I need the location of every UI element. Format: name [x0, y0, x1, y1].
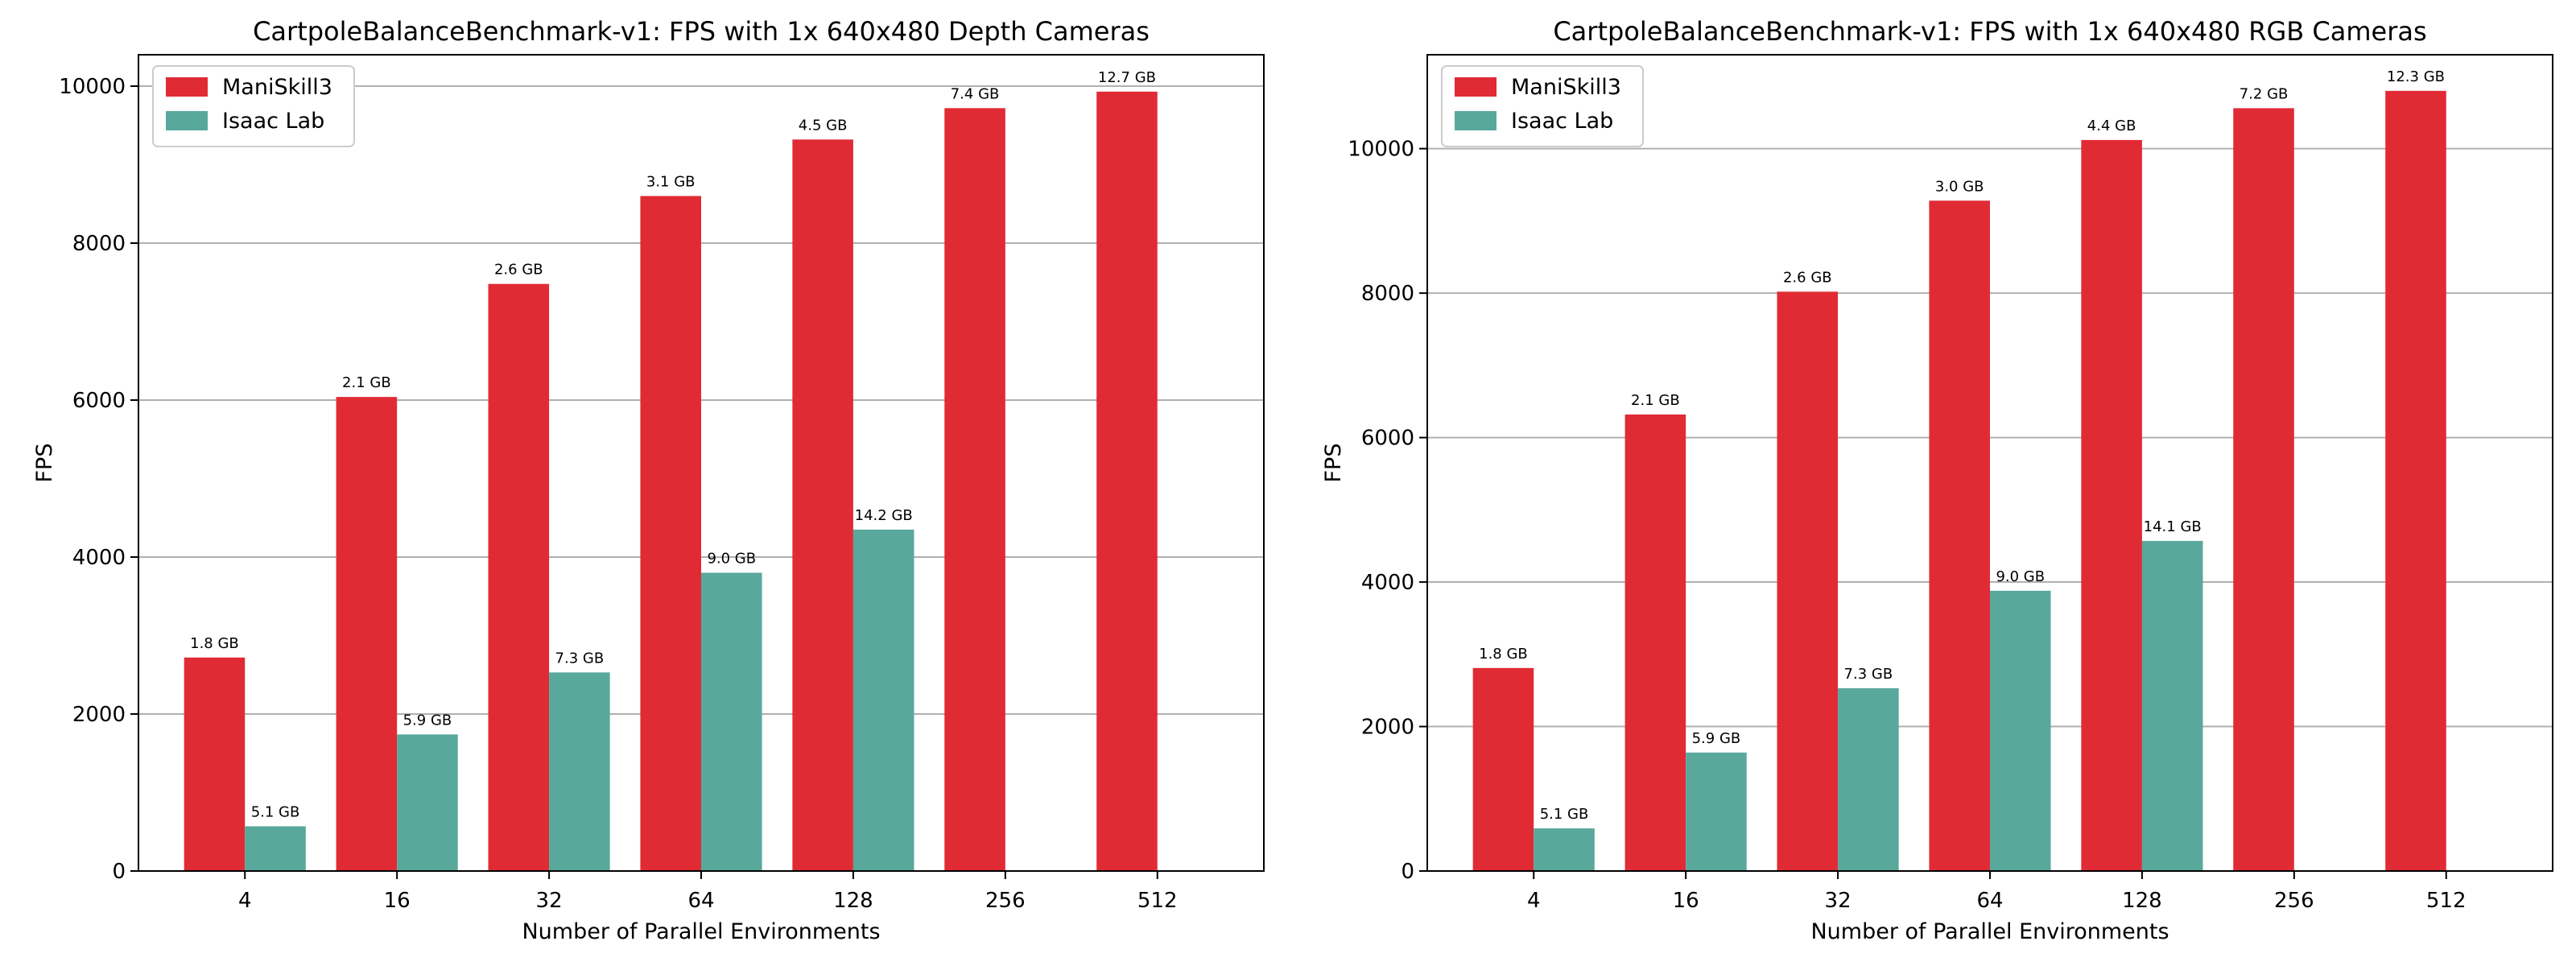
bar-isaac-lab [397, 734, 458, 871]
legend-label: ManiSkill3 [222, 75, 332, 100]
bar-isaac-lab [1990, 590, 2051, 871]
x-tick-label: 256 [2274, 889, 2314, 913]
bar-memory-label: 9.0 GB [1996, 568, 2045, 585]
bar-maniskill3 [2233, 108, 2294, 871]
bar-memory-label: 4.5 GB [799, 117, 848, 134]
x-tick-label: 4 [238, 889, 252, 913]
plot-frame [138, 54, 1265, 872]
bar-memory-label: 14.2 GB [855, 507, 913, 524]
bar-memory-label: 14.1 GB [2144, 518, 2202, 535]
x-tick-label: 128 [2122, 889, 2162, 913]
bar-maniskill3 [1777, 291, 1839, 871]
legend-swatch [166, 77, 208, 97]
bar-memory-label: 12.3 GB [2387, 68, 2445, 85]
bar-memory-label: 2.1 GB [1631, 392, 1680, 409]
bar-memory-label: 7.2 GB [2240, 85, 2289, 102]
bar-memory-label: 1.8 GB [190, 635, 239, 652]
legend-swatch [166, 111, 208, 130]
bar-memory-label: 3.1 GB [646, 174, 696, 191]
bar-memory-label: 12.7 GB [1098, 69, 1156, 86]
bar-isaac-lab [549, 672, 610, 871]
bar-maniskill3 [944, 108, 1005, 872]
bar-maniskill3 [1472, 667, 1534, 871]
x-tick-label: 64 [1976, 889, 2003, 913]
bar-isaac-lab [245, 826, 306, 871]
y-tick-label: 10000 [59, 75, 126, 99]
x-tick-label: 512 [1137, 889, 1178, 913]
y-tick-label: 0 [112, 860, 126, 884]
plot-frame [1426, 54, 2553, 872]
bar-maniskill3 [1929, 200, 1990, 871]
legend-label: Isaac Lab [222, 109, 324, 134]
bar-maniskill3 [1624, 414, 1686, 871]
bar-memory-label: 4.4 GB [2087, 118, 2136, 134]
bar-memory-label: 5.1 GB [1540, 806, 1589, 823]
y-tick-label: 6000 [1361, 427, 1414, 451]
y-tick-label: 8000 [72, 232, 126, 256]
bar-maniskill3 [1096, 91, 1158, 871]
bar-maniskill3 [488, 283, 550, 871]
bar-memory-label: 7.4 GB [951, 85, 1000, 102]
x-tick-label: 32 [536, 889, 563, 913]
bar-memory-label: 7.3 GB [1844, 666, 1893, 683]
x-axis-label: Number of Parallel Environments [522, 919, 880, 944]
bar-memory-label: 1.8 GB [1479, 646, 1528, 663]
y-tick-label: 6000 [72, 389, 126, 413]
bar-memory-label: 7.3 GB [555, 650, 605, 667]
x-tick-label: 16 [384, 889, 411, 913]
bar-isaac-lab [852, 529, 914, 871]
chart-title: CartpoleBalanceBenchmark-v1: FPS with 1x… [1553, 16, 2426, 47]
y-axis-label: FPS [32, 444, 57, 483]
x-tick-label: 64 [687, 889, 714, 913]
bar-maniskill3 [640, 196, 701, 871]
legend-label: ManiSkill3 [1511, 75, 1621, 100]
x-tick-label: 16 [1673, 889, 1699, 913]
x-tick-label: 512 [2426, 889, 2467, 913]
legend-swatch [1455, 77, 1496, 97]
chart-panel-1: 0 2000 4000 6000 8000 10000 1.8 GB 2.1 GB 2.6 GB… [32, 16, 1265, 944]
legend: ManiSkill3 Isaac Lab [1441, 65, 1644, 147]
y-tick-label: 4000 [72, 546, 126, 570]
bar-memory-label: 2.6 GB [1783, 269, 1832, 286]
legend-swatch [1455, 111, 1496, 130]
bar-memory-label: 5.9 GB [1692, 730, 1741, 747]
bar-memory-label: 2.1 GB [342, 374, 391, 391]
bar-maniskill3 [2385, 90, 2446, 872]
bar-isaac-lab [701, 572, 762, 871]
y-axis-label: FPS [1321, 444, 1346, 483]
bar-maniskill3 [792, 139, 853, 872]
bar-memory-label: 5.1 GB [251, 803, 300, 820]
x-tick-label: 128 [833, 889, 873, 913]
bar-memory-label: 3.0 GB [1935, 178, 1984, 195]
chart-panel-2: 0 2000 4000 6000 8000 10000 1.8 GB 2.1 GB 2.6 GB… [1321, 16, 2553, 944]
bar-memory-label: 5.9 GB [403, 712, 452, 729]
x-axis-label: Number of Parallel Environments [1810, 919, 2169, 944]
x-tick-label: 256 [985, 889, 1026, 913]
bar-maniskill3 [336, 397, 398, 872]
bar-memory-label: 2.6 GB [494, 262, 543, 279]
y-tick-label: 2000 [1361, 716, 1414, 740]
y-tick-label: 2000 [72, 703, 126, 727]
bar-isaac-lab [1534, 828, 1595, 871]
legend: ManiSkill3 Isaac Lab [152, 65, 355, 147]
bar-memory-label: 9.0 GB [707, 551, 756, 568]
bar-maniskill3 [184, 657, 246, 871]
bar-isaac-lab [2141, 540, 2203, 871]
legend-label: Isaac Lab [1511, 109, 1613, 134]
bar-maniskill3 [2081, 139, 2142, 871]
x-tick-label: 4 [1527, 889, 1541, 913]
bar-isaac-lab [1838, 687, 1899, 871]
y-tick-label: 8000 [1361, 282, 1414, 306]
x-tick-label: 32 [1825, 889, 1852, 913]
bar-isaac-lab [1686, 752, 1747, 871]
y-tick-label: 0 [1401, 860, 1414, 884]
y-tick-label: 10000 [1348, 138, 1414, 162]
y-tick-label: 4000 [1361, 571, 1414, 595]
chart-title: CartpoleBalanceBenchmark-v1: FPS with 1x… [253, 16, 1150, 47]
